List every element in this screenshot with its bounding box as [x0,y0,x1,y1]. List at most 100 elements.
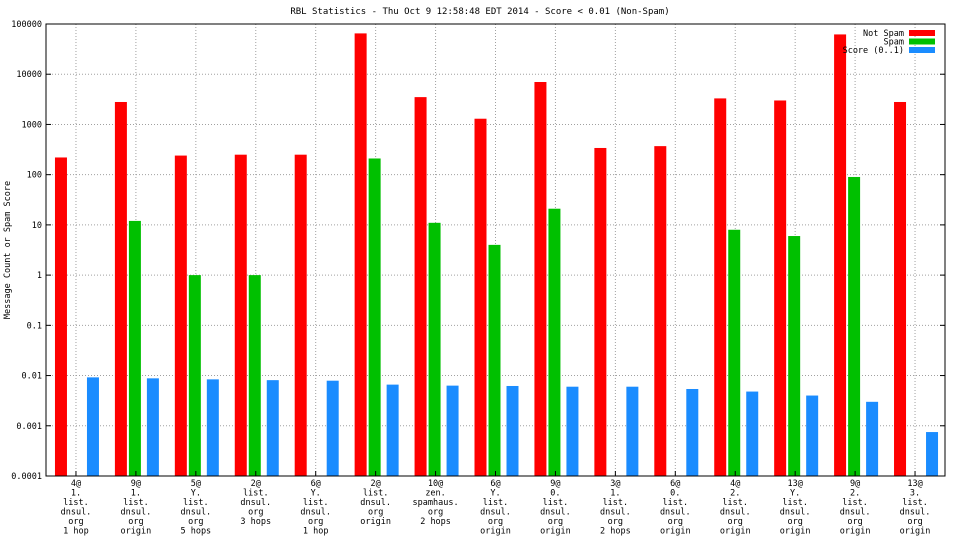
bar-not-spam [834,34,847,477]
x-tick-label: dnsul. [540,508,571,518]
bar-score-0-1 [806,395,819,476]
x-tick-label: origin [780,527,811,537]
x-tick-label: 1. [610,489,620,499]
x-tick-label: 1 hop [303,527,329,537]
x-tick-label: org [847,517,862,527]
bar-score-0-1 [446,385,459,476]
bar-not-spam [114,101,127,476]
x-tick-label: dnsul. [240,498,271,508]
x-tick-label: org [608,517,623,527]
x-tick-label: org [68,517,83,527]
bar-not-spam [294,154,307,477]
x-tick-label: list. [722,498,748,508]
y-tick-label: 1000 [22,120,42,130]
bar-not-spam [534,82,547,476]
x-tick-label: 2 hops [420,517,451,527]
x-tick-label: 5@ [191,479,201,489]
x-tick-label: org [488,517,503,527]
bar-spam [428,222,441,476]
x-tick-label: list. [782,498,808,508]
y-tick-label: 100 [27,171,42,181]
x-tick-label: dnsul. [360,498,391,508]
bar-not-spam [474,118,487,476]
y-tick-label: 0.0001 [11,472,42,482]
legend-swatch [909,38,935,45]
x-tick-label: origin [840,527,871,537]
x-tick-label: origin [540,527,571,537]
bar-spam [548,208,561,477]
bar-spam [248,275,261,476]
plot-frame [45,23,946,477]
x-tick-label: dnsul. [840,508,871,518]
x-tick-label: 13@ [907,479,922,489]
x-tick-label: 4@ [730,479,740,489]
x-tick-label: dnsul. [660,508,691,518]
x-tick-label: 1. [131,489,141,499]
bars [54,33,939,477]
x-tick-label: 10@ [428,479,443,489]
bar-score-0-1 [86,377,99,476]
x-tick-label: 6@ [670,479,680,489]
x-tick-label: 4@ [71,479,81,489]
bar-not-spam [234,154,247,477]
x-tick-label: dnsul. [780,508,811,518]
x-tick-label: list. [902,498,928,508]
x-tick-label: dnsul. [720,508,751,518]
x-tick-label: origin [900,527,931,537]
x-tick-label: org [668,517,683,527]
bar-not-spam [654,146,667,476]
bar-not-spam [774,100,787,476]
bar-score-0-1 [926,432,939,476]
x-tick-label: org [787,517,802,527]
legend-label: Not Spam [863,29,904,39]
y-axis-label: Message Count or Spam Score [3,181,13,319]
legend-swatch [909,47,935,53]
x-tick-label: 2@ [371,479,381,489]
legend-swatch [909,30,935,36]
x-tick-label: origin [360,517,391,527]
x-tick-label: 2 hops [600,527,631,537]
bar-score-0-1 [386,384,399,476]
bar-not-spam [594,147,607,476]
y-tick-label: 10000 [16,70,42,80]
x-tick-label: org [728,517,743,527]
bar-score-0-1 [266,380,279,476]
y-tick-label: 0.01 [22,372,42,382]
x-tick-label: list. [303,498,329,508]
legend-label: Score (0..1) [843,46,904,56]
x-tick-label: 0. [550,489,560,499]
x-tick-label: 9@ [850,479,860,489]
bar-not-spam [414,97,427,476]
x-tick-label: origin [660,527,691,537]
y-tick-label: 10 [32,221,42,231]
bar-not-spam [54,157,67,477]
bar-score-0-1 [506,385,519,476]
x-tick-label: list. [243,489,269,499]
x-tick-label: 1. [71,489,81,499]
x-tick-label: dnsul. [900,508,931,518]
x-tick-label: Y. [790,489,800,499]
x-tick-label: origin [720,527,751,537]
bar-spam [188,275,201,476]
legend-label: Spam [884,38,904,48]
x-tick-label: list. [842,498,868,508]
chart-title: RBL Statistics - Thu Oct 9 12:58:48 EDT … [290,7,669,17]
x-tick-label: list. [603,498,629,508]
x-tick-label: dnsul. [180,508,211,518]
x-tick-label: 0. [670,489,680,499]
x-tick-label: 13@ [787,479,802,489]
x-tick-label: 5 hops [180,527,211,537]
x-tick-label: list. [63,498,89,508]
x-tick-label: list. [543,498,569,508]
x-tick-label: org [368,508,383,518]
x-tick-label: org [308,517,323,527]
y-tick-label: 100000 [11,20,42,30]
bar-score-0-1 [146,378,159,476]
x-tick-label: org [428,508,443,518]
bar-spam [488,244,501,476]
x-tick-label: dnsul. [480,508,511,518]
x-tick-label: dnsul. [600,508,631,518]
